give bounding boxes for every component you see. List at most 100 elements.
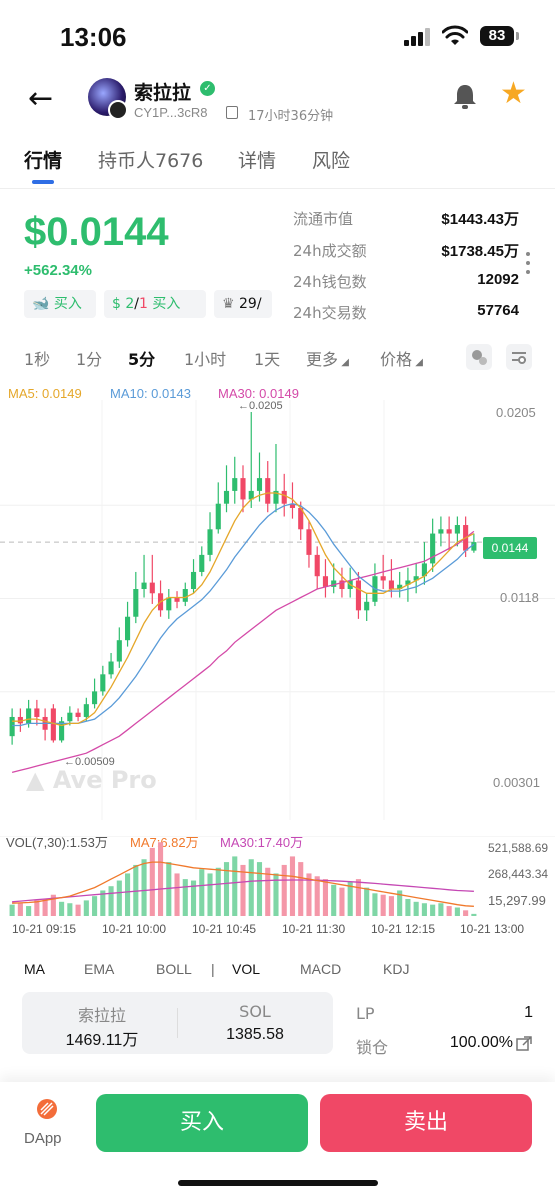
buy-button[interactable]: 买入 <box>96 1094 308 1152</box>
token-header: ← 索拉拉 ✓ CY1P...3cR8 17小时36分钟 ★ <box>0 72 555 128</box>
volume-bar <box>446 906 452 916</box>
volume-bar <box>289 856 296 916</box>
vol-axis-top: 521,588.69 <box>488 841 549 855</box>
indicator-divider: | <box>211 961 215 977</box>
candle-body <box>446 529 452 534</box>
more-options-icon[interactable] <box>526 252 530 279</box>
candle-body <box>454 525 460 534</box>
tab-details[interactable]: 详情 <box>238 150 277 172</box>
lock-value: 100.00% <box>449 1034 513 1051</box>
candle-body <box>207 529 213 555</box>
dapp-label[interactable]: DApp <box>24 1130 62 1147</box>
interval-more-label: 更多 <box>306 350 339 369</box>
whale-icon: 🐋 <box>32 296 50 312</box>
volume-bar <box>174 873 180 916</box>
volume-bar <box>454 907 460 916</box>
vol-ma7-legend: MA7:6.82万 <box>130 835 199 850</box>
lock-label: 锁仓 <box>356 1038 389 1057</box>
token-name: 索拉拉 <box>134 82 192 104</box>
dapp-icon[interactable] <box>36 1098 58 1120</box>
favorite-star-icon[interactable]: ★ <box>500 76 527 111</box>
volume-bar <box>438 903 444 916</box>
indicator-boll[interactable]: BOLL <box>156 961 192 977</box>
volume-bar <box>240 864 246 916</box>
candle-body <box>92 691 98 705</box>
candle-body <box>223 490 230 504</box>
back-arrow-icon[interactable]: ← <box>28 81 54 116</box>
volume-bar <box>347 881 353 916</box>
volume-bar <box>339 887 345 916</box>
indicator-vol[interactable]: VOL <box>232 961 261 977</box>
verified-icon: ✓ <box>200 81 215 96</box>
volume-bar <box>34 900 40 916</box>
sell-button[interactable]: 卖出 <box>320 1094 532 1152</box>
candle-body <box>26 708 32 724</box>
interval-5m[interactable]: 5分 <box>128 350 156 369</box>
chart-settings-icon[interactable] <box>506 344 532 370</box>
smart-money-chip[interactable]: $ 2/1 买入 <box>104 290 206 318</box>
volume-bar <box>273 873 279 916</box>
tab-holders[interactable]: 持币人7676 <box>98 150 204 172</box>
candle-body <box>265 478 271 504</box>
chain-badge-icon <box>108 100 128 120</box>
candle-body <box>141 582 147 590</box>
volume-bar <box>331 884 337 916</box>
ma30-line <box>11 530 475 774</box>
indicator-macd[interactable]: MACD <box>300 961 342 977</box>
indicator-ma[interactable]: MA <box>24 961 45 977</box>
copy-icon[interactable] <box>226 106 238 119</box>
indicator-tool-icon[interactable] <box>466 344 492 370</box>
interval-1s[interactable]: 1秒 <box>24 350 51 369</box>
interval-1h[interactable]: 1小时 <box>184 350 227 369</box>
tab-risk[interactable]: 风险 <box>312 150 351 172</box>
candle-body <box>59 721 65 741</box>
indicator-kdj[interactable]: KDJ <box>383 961 410 977</box>
volume-bar <box>9 904 15 916</box>
tab-market[interactable]: 行情 <box>24 150 63 172</box>
stat-label-mcap: 流通市值 <box>293 210 354 228</box>
pool-token-label: 索拉拉 <box>77 1006 126 1025</box>
dots-icon <box>472 350 487 365</box>
stat-value-wallets: 12092 <box>477 271 519 288</box>
volume-bar <box>430 904 436 916</box>
candle-body <box>215 503 221 530</box>
volume-bar <box>223 862 230 916</box>
candlestick-chart[interactable] <box>0 400 555 820</box>
candle-body <box>364 601 370 611</box>
smart-buy-count: 2 <box>125 296 135 312</box>
price-toggle[interactable]: 价格 ◢ <box>380 346 423 370</box>
stat-value-volume: $1738.45万 <box>441 243 519 260</box>
kol-chip[interactable]: ♛ 29/ <box>214 290 272 318</box>
indicator-ema[interactable]: EMA <box>84 961 115 977</box>
candle-body <box>240 478 246 500</box>
candle-body <box>355 580 361 611</box>
interval-1d[interactable]: 1天 <box>254 350 281 369</box>
volume-bar <box>166 862 172 916</box>
candle-body <box>298 507 304 530</box>
dropdown-icon: ◢ <box>412 357 423 368</box>
volume-bar <box>248 859 254 916</box>
volume-chart[interactable] <box>0 836 555 918</box>
candle-body <box>67 712 73 722</box>
kol-count: 29/ <box>239 296 262 312</box>
ma10-legend: MA10: 0.0143 <box>110 386 191 401</box>
buy-signal-chip[interactable]: 🐋 买入 <box>24 290 96 318</box>
volume-bar <box>141 859 147 916</box>
volume-bar <box>471 913 477 916</box>
candle-body <box>438 529 444 534</box>
watermark-logo: ▲ Ave Pro <box>26 766 157 794</box>
candle-body <box>116 640 122 662</box>
smart-sell-count: 1 <box>139 296 148 312</box>
interval-more[interactable]: 更多 ◢ <box>306 346 349 370</box>
low-marker: ←0.00509 <box>64 756 115 768</box>
volume-bar <box>380 894 386 916</box>
external-link-icon[interactable] <box>516 1036 532 1052</box>
volume-bar <box>133 864 139 916</box>
interval-1m[interactable]: 1分 <box>76 350 103 369</box>
candle-body <box>34 708 40 717</box>
volume-bar <box>372 893 378 916</box>
volume-bar <box>207 873 213 916</box>
volume-bar <box>50 894 56 916</box>
pool-divider <box>177 1008 178 1038</box>
bell-icon[interactable] <box>450 82 480 112</box>
